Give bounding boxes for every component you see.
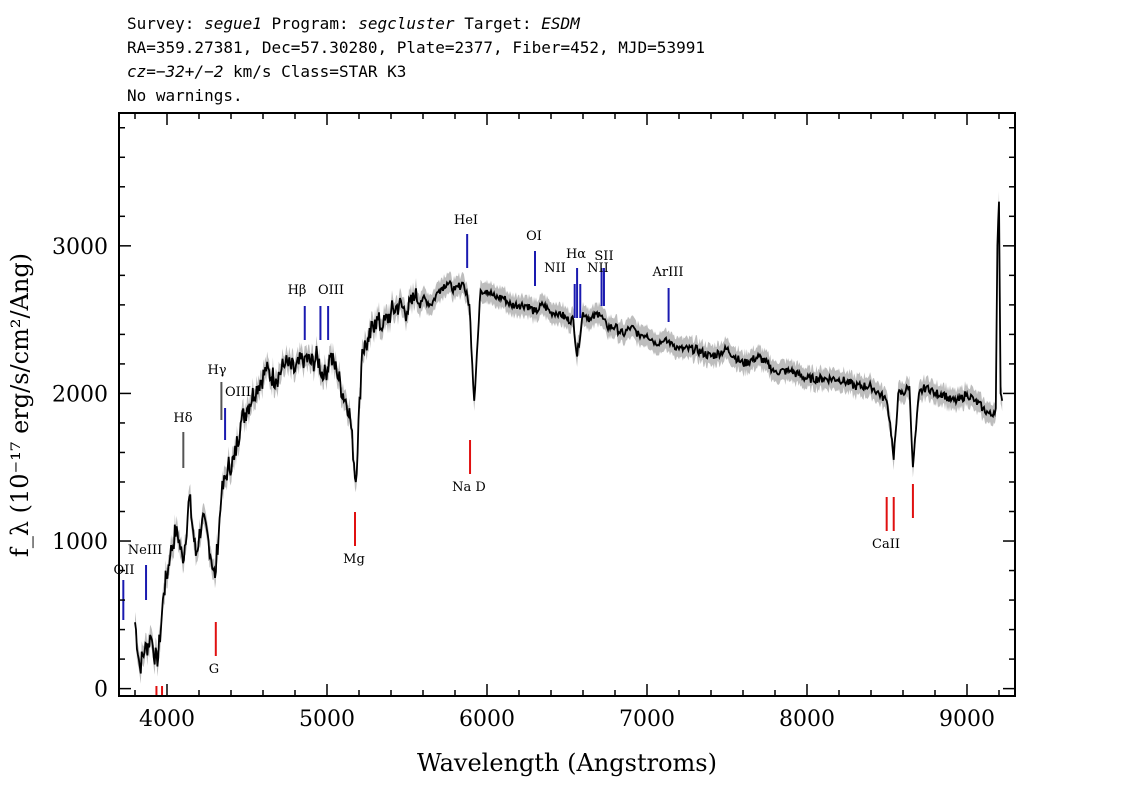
target-label: Target: [464,14,532,33]
emission-line-label: ArIII [651,265,683,280]
x-tick-label: 8000 [779,707,835,732]
program-value: segcluster [358,14,455,33]
y-tick-label: 0 [94,678,108,703]
program-label: Program: [271,14,349,33]
x-tick-label: 5000 [299,707,355,732]
emission-line-label: Hβ [288,283,307,298]
emission-line-label: NII [544,261,566,276]
flux-series [134,201,1004,674]
spectrum-header: Survey: segue1 Program: segcluster Targe… [127,12,705,108]
emission-line-label: Hα [566,247,586,262]
error-band-area [135,191,1003,684]
emission-line-label: OIII [318,283,344,298]
class-info: km/s Class=STAR K3 [223,62,407,81]
flux-line [134,201,1004,674]
survey-value: segue1 [204,14,262,33]
header-line-4: No warnings. [127,86,243,105]
y-tick-label: 1000 [52,530,108,555]
x-tick-label: 6000 [459,707,515,732]
emission-line-label: OIII [225,385,251,400]
emission-line-label: NeIII [128,543,162,558]
emission-line-label: Hδ [173,411,192,426]
y-tick-label: 3000 [52,235,108,260]
x-tick-label: 9000 [939,707,995,732]
target-value: ESDM [541,14,580,33]
absorption-line-label: CaII [872,537,900,552]
y-axis-title: f_λ (10⁻¹⁷ erg/s/cm²/Ang) [6,253,34,557]
cz-label: cz= [127,62,156,81]
axis-ticks [119,113,1015,696]
absorption-line-label: Na D [452,480,486,495]
emission-line-label: OI [526,229,542,244]
x-tick-label: 7000 [619,707,675,732]
header-line-1: Survey: segue1 Program: segcluster Targe… [127,12,705,36]
absorption-line-label: G [209,662,219,677]
x-tick-label: 4000 [139,707,195,732]
header-line-3: cz=−32+/−2 km/s Class=STAR K3 [127,60,705,84]
absorption-line-label: Mg [343,552,365,567]
y-tick-label: 2000 [52,382,108,407]
error-band [135,191,1003,684]
emission-line-label: NII [587,261,609,276]
cz-value: −32+/−2 [155,62,224,81]
survey-label: Survey: [127,14,195,33]
plot-frame [118,112,1016,697]
x-axis-title: Wavelength (Angstroms) [417,749,717,777]
axis-tick-labels: 4000 5000 6000 7000 8000 9000 0 1000 2000 3000 OII… [52,213,995,732]
emission-line-label: HeI [454,213,478,228]
emission-line-label: OII [114,563,135,578]
emission-line-label: Hγ [207,363,226,378]
header-line-2: RA=359.27381, Dec=57.30280, Plate=2377, … [127,38,705,57]
emission-line-label: SII [594,249,613,264]
